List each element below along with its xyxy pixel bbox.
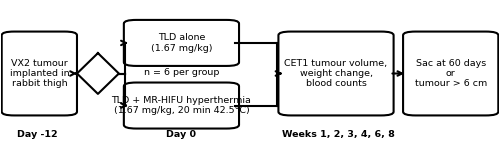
Text: CET1 tumour volume,
weight change,
blood counts: CET1 tumour volume, weight change, blood… <box>284 59 388 88</box>
FancyBboxPatch shape <box>124 82 239 128</box>
Text: VX2 tumour
implanted in
rabbit thigh: VX2 tumour implanted in rabbit thigh <box>10 59 69 88</box>
FancyBboxPatch shape <box>403 32 498 115</box>
Text: Weeks 1, 2, 3, 4, 6, 8: Weeks 1, 2, 3, 4, 6, 8 <box>282 130 395 139</box>
Text: Sac at 60 days
or
tumour > 6 cm: Sac at 60 days or tumour > 6 cm <box>414 59 487 88</box>
Text: TLD + MR-HIFU hyperthermia
(1.67 mg/kg, 20 min 42.5°C): TLD + MR-HIFU hyperthermia (1.67 mg/kg, … <box>112 96 252 115</box>
FancyBboxPatch shape <box>278 32 394 115</box>
Text: n = 6 per group: n = 6 per group <box>144 68 219 77</box>
Text: TLD alone
(1.67 mg/kg): TLD alone (1.67 mg/kg) <box>150 33 212 53</box>
Polygon shape <box>77 53 119 94</box>
FancyBboxPatch shape <box>2 32 77 115</box>
FancyBboxPatch shape <box>124 20 239 66</box>
Text: Day -12: Day -12 <box>17 130 58 139</box>
Text: Day 0: Day 0 <box>166 130 196 139</box>
